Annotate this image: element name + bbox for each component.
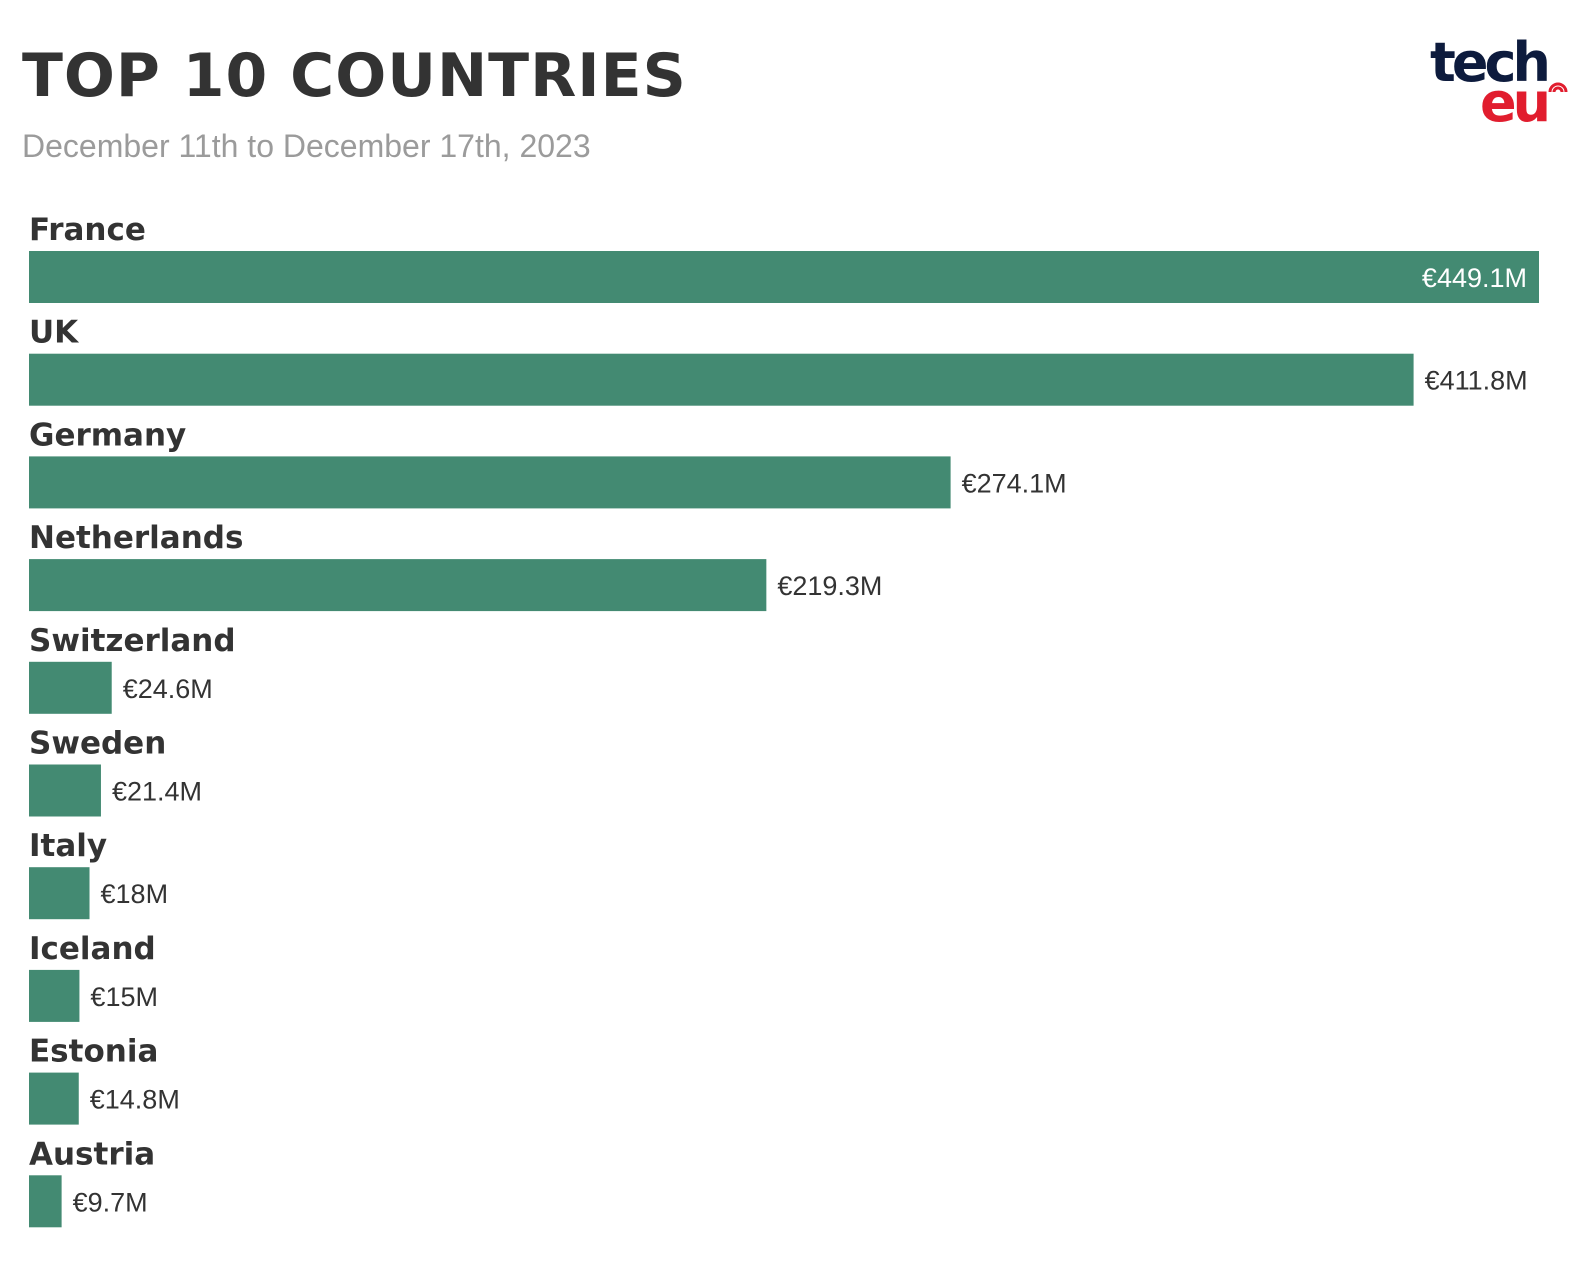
category-label: Switzerland — [29, 623, 236, 659]
value-label: €15M — [90, 982, 158, 1012]
value-label: €411.8M — [1425, 366, 1528, 396]
category-label: UK — [29, 315, 79, 351]
bar — [29, 1072, 79, 1125]
value-label: €14.8M — [90, 1085, 180, 1115]
bar — [29, 764, 101, 817]
bar — [29, 867, 90, 920]
value-label: €18M — [101, 879, 169, 909]
bar — [29, 969, 80, 1022]
bar — [29, 559, 767, 612]
signal-icon — [1548, 82, 1568, 93]
bar — [29, 353, 1414, 406]
logo-tech-text: tech — [1430, 31, 1551, 94]
category-label: Germany — [29, 417, 186, 453]
bar — [29, 456, 951, 509]
category-label: Italy — [29, 828, 107, 864]
bar — [29, 251, 1539, 303]
logo-eu-text: eu — [1480, 71, 1551, 134]
chart-subtitle: December 11th to December 17th, 2023 — [22, 128, 591, 164]
category-label: Austria — [29, 1136, 155, 1172]
category-label: Sweden — [29, 726, 166, 762]
bar — [29, 661, 112, 714]
chart-title: TOP 10 COUNTRIES — [22, 41, 687, 111]
value-label: €219.3M — [777, 571, 882, 601]
category-label: Netherlands — [29, 520, 243, 556]
category-label: Iceland — [29, 931, 156, 967]
value-label: €274.1M — [962, 468, 1067, 498]
value-label: €21.4M — [112, 777, 202, 807]
category-label: Estonia — [29, 1034, 158, 1070]
tech-eu-logo: tech eu — [1430, 36, 1570, 136]
value-label: €9.7M — [73, 1187, 148, 1217]
bar — [29, 1175, 62, 1228]
value-label: €449.1M — [1422, 263, 1527, 293]
category-label: France — [29, 212, 146, 248]
value-label: €24.6M — [123, 674, 213, 704]
